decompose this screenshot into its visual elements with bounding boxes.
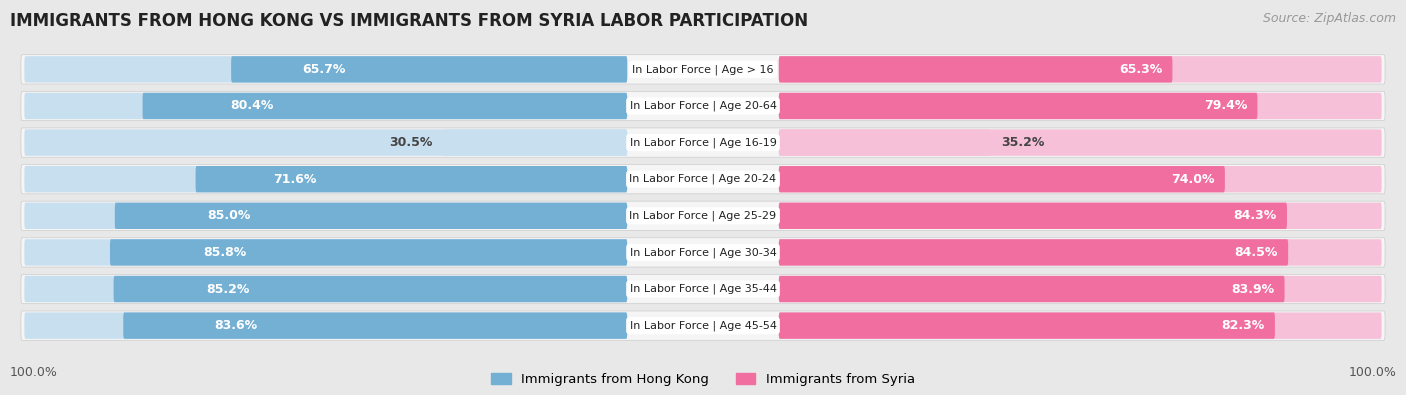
FancyBboxPatch shape: [779, 166, 1382, 192]
Text: 83.9%: 83.9%: [1232, 282, 1274, 295]
Text: 85.2%: 85.2%: [207, 282, 249, 295]
FancyBboxPatch shape: [124, 312, 627, 339]
Text: Source: ZipAtlas.com: Source: ZipAtlas.com: [1263, 12, 1396, 25]
FancyBboxPatch shape: [21, 201, 1385, 230]
FancyBboxPatch shape: [779, 130, 991, 156]
Text: 65.7%: 65.7%: [302, 63, 346, 76]
Text: In Labor Force | Age 35-44: In Labor Force | Age 35-44: [630, 284, 776, 294]
FancyBboxPatch shape: [779, 276, 1382, 302]
FancyBboxPatch shape: [779, 203, 1286, 229]
FancyBboxPatch shape: [21, 165, 1385, 194]
FancyBboxPatch shape: [21, 55, 1385, 84]
FancyBboxPatch shape: [24, 166, 627, 192]
FancyBboxPatch shape: [779, 56, 1382, 83]
Text: 30.5%: 30.5%: [389, 136, 433, 149]
Text: 85.8%: 85.8%: [202, 246, 246, 259]
Text: 84.5%: 84.5%: [1234, 246, 1278, 259]
FancyBboxPatch shape: [779, 203, 1382, 229]
FancyBboxPatch shape: [779, 312, 1382, 339]
FancyBboxPatch shape: [24, 56, 627, 83]
Text: 82.3%: 82.3%: [1222, 319, 1264, 332]
FancyBboxPatch shape: [110, 239, 627, 265]
FancyBboxPatch shape: [21, 91, 1385, 120]
Legend: Immigrants from Hong Kong, Immigrants from Syria: Immigrants from Hong Kong, Immigrants fr…: [491, 372, 915, 386]
FancyBboxPatch shape: [21, 238, 1385, 267]
FancyBboxPatch shape: [21, 128, 1385, 157]
Text: 100.0%: 100.0%: [1348, 366, 1396, 379]
FancyBboxPatch shape: [779, 93, 1257, 119]
FancyBboxPatch shape: [21, 311, 1385, 340]
FancyBboxPatch shape: [779, 239, 1288, 265]
FancyBboxPatch shape: [21, 275, 1385, 304]
Text: In Labor Force | Age > 16: In Labor Force | Age > 16: [633, 64, 773, 75]
Text: In Labor Force | Age 16-19: In Labor Force | Age 16-19: [630, 137, 776, 148]
FancyBboxPatch shape: [779, 56, 1173, 83]
FancyBboxPatch shape: [24, 93, 627, 119]
Text: In Labor Force | Age 25-29: In Labor Force | Age 25-29: [630, 211, 776, 221]
Text: 71.6%: 71.6%: [273, 173, 316, 186]
Text: 74.0%: 74.0%: [1171, 173, 1215, 186]
Text: 80.4%: 80.4%: [229, 100, 273, 113]
FancyBboxPatch shape: [142, 93, 627, 119]
FancyBboxPatch shape: [779, 130, 1382, 156]
Text: 85.0%: 85.0%: [207, 209, 250, 222]
FancyBboxPatch shape: [114, 276, 627, 302]
FancyBboxPatch shape: [24, 276, 627, 302]
FancyBboxPatch shape: [24, 130, 627, 156]
FancyBboxPatch shape: [779, 166, 1225, 192]
FancyBboxPatch shape: [115, 203, 627, 229]
FancyBboxPatch shape: [779, 276, 1285, 302]
Text: In Labor Force | Age 20-24: In Labor Force | Age 20-24: [630, 174, 776, 184]
Text: In Labor Force | Age 30-34: In Labor Force | Age 30-34: [630, 247, 776, 258]
Text: 79.4%: 79.4%: [1204, 100, 1247, 113]
FancyBboxPatch shape: [24, 312, 627, 339]
FancyBboxPatch shape: [195, 166, 627, 192]
Text: 83.6%: 83.6%: [214, 319, 257, 332]
Text: In Labor Force | Age 45-54: In Labor Force | Age 45-54: [630, 320, 776, 331]
FancyBboxPatch shape: [443, 130, 627, 156]
Text: 84.3%: 84.3%: [1233, 209, 1277, 222]
FancyBboxPatch shape: [779, 93, 1382, 119]
FancyBboxPatch shape: [24, 239, 627, 265]
Text: In Labor Force | Age 20-64: In Labor Force | Age 20-64: [630, 101, 776, 111]
FancyBboxPatch shape: [231, 56, 627, 83]
Text: 65.3%: 65.3%: [1119, 63, 1163, 76]
FancyBboxPatch shape: [779, 239, 1382, 265]
Text: 35.2%: 35.2%: [1001, 136, 1045, 149]
FancyBboxPatch shape: [24, 203, 627, 229]
Text: 100.0%: 100.0%: [10, 366, 58, 379]
Text: IMMIGRANTS FROM HONG KONG VS IMMIGRANTS FROM SYRIA LABOR PARTICIPATION: IMMIGRANTS FROM HONG KONG VS IMMIGRANTS …: [10, 12, 808, 30]
FancyBboxPatch shape: [779, 312, 1275, 339]
